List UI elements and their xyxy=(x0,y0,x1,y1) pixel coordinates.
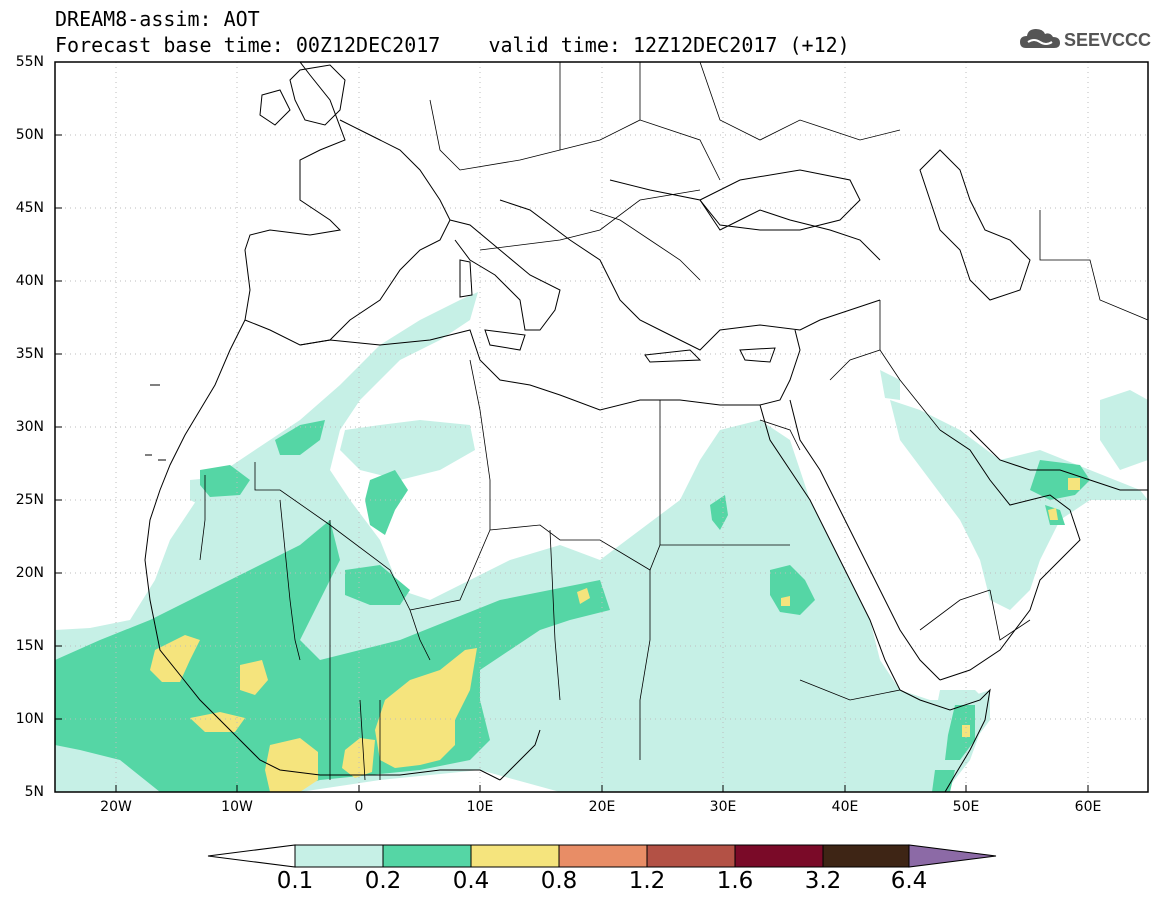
lon-label: 20W xyxy=(100,799,132,815)
forecast-time-line: Forecast base time: 00Z12DEC2017 valid t… xyxy=(55,33,850,57)
lon-label: 0 xyxy=(354,799,364,815)
lon-label: 40E xyxy=(831,799,859,815)
lat-label: 5N xyxy=(24,784,44,800)
colorbar-label: 0.2 xyxy=(364,868,402,894)
lat-label: 25N xyxy=(15,492,44,508)
lon-label: 10E xyxy=(466,799,494,815)
lon-label: 50E xyxy=(952,799,980,815)
lon-label: 30E xyxy=(709,799,737,815)
lon-label: 60E xyxy=(1074,799,1102,815)
lat-label: 20N xyxy=(15,565,44,581)
coastlines xyxy=(144,62,1148,792)
cloud-icon: SEEVCCC xyxy=(1020,29,1151,50)
lat-label: 10N xyxy=(15,711,44,727)
colorbar-label: 0.8 xyxy=(540,868,578,894)
colorbar-label: 0.4 xyxy=(452,868,490,894)
map-title: DREAM8-assim: AOT xyxy=(55,7,260,31)
lat-label: 55N xyxy=(15,54,44,70)
colorbar-label: 1.6 xyxy=(716,868,754,894)
colorbar-label: 6.4 xyxy=(890,868,928,894)
aot-level-0.2 xyxy=(55,420,1090,792)
lat-label: 15N xyxy=(15,638,44,654)
lat-label: 40N xyxy=(15,273,44,289)
lon-label: 10W xyxy=(221,799,253,815)
lon-label: 20E xyxy=(588,799,616,815)
colorbar-label: 0.1 xyxy=(276,868,314,894)
graticule xyxy=(55,62,1148,792)
lat-label: 35N xyxy=(15,346,44,362)
colorbar-label: 1.2 xyxy=(628,868,666,894)
lat-label: 45N xyxy=(15,200,44,216)
axis-ticks xyxy=(55,61,1089,793)
logo-text: SEEVCCC xyxy=(1064,30,1151,50)
lat-label: 30N xyxy=(15,419,44,435)
lat-label: 50N xyxy=(15,127,44,143)
aot-map xyxy=(54,61,1149,793)
country-borders xyxy=(199,62,1148,781)
aot-level-0.4 xyxy=(150,478,1080,792)
colorbar-label: 3.2 xyxy=(804,868,842,894)
seevccc-logo: SEEVCCC xyxy=(1018,24,1153,54)
